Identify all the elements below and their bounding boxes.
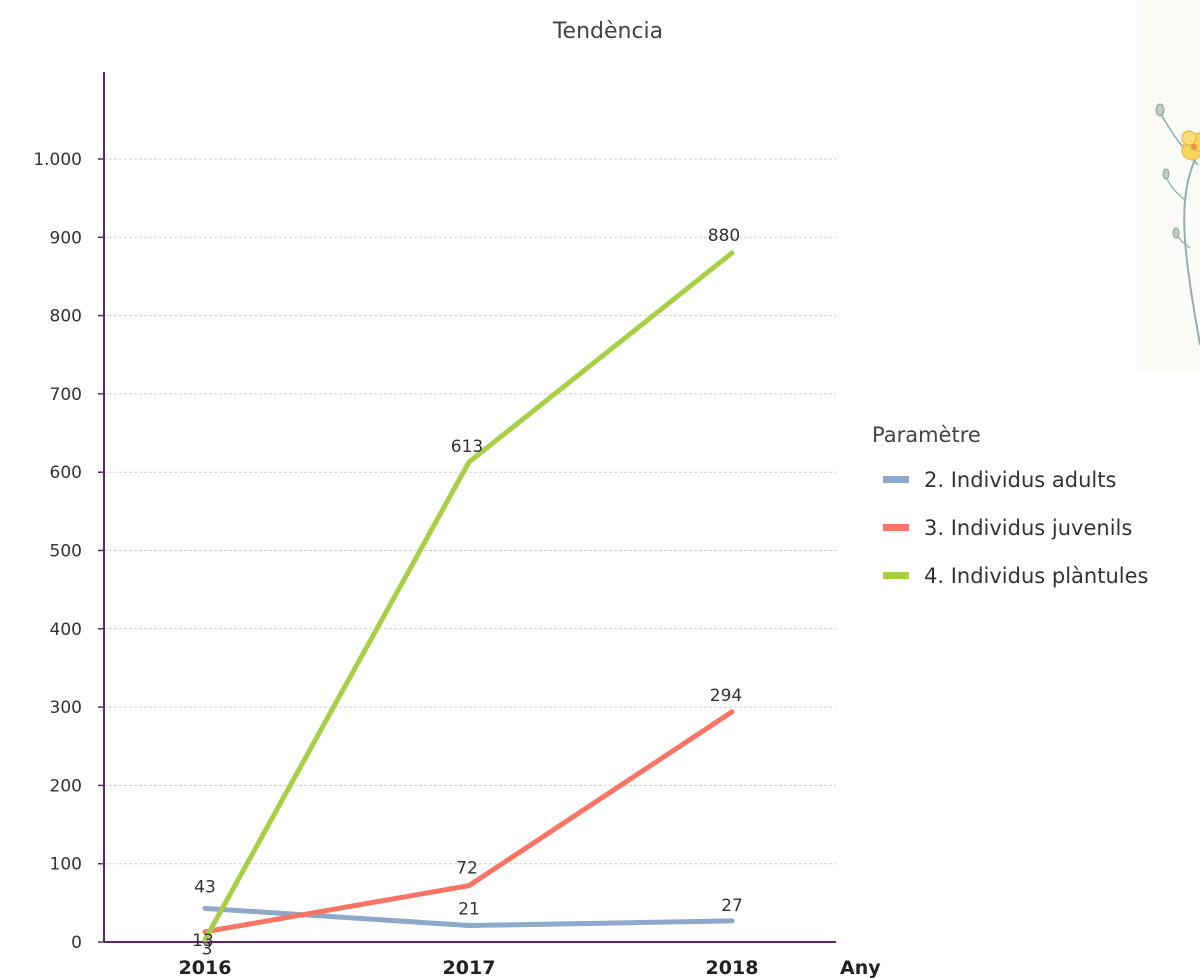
legend: Paramètre 2. Individus adults 3. Individu… bbox=[872, 423, 1148, 588]
legend-item-label: 4. Individus plàntules bbox=[924, 564, 1148, 588]
data-label: 43 bbox=[194, 877, 216, 897]
data-label: 880 bbox=[708, 226, 740, 246]
data-labels: 43 21 27 13 72 294 3 613 880 bbox=[192, 226, 743, 960]
series-line bbox=[202, 709, 735, 935]
y-tick-label: 200 bbox=[50, 776, 82, 796]
grid bbox=[104, 158, 836, 865]
x-axis-ticks: 2016 2017 2018 bbox=[179, 957, 759, 978]
y-tick-label: 700 bbox=[50, 385, 82, 405]
data-label: 72 bbox=[456, 859, 478, 879]
data-label: 3 bbox=[202, 940, 213, 960]
x-tick-label: 2016 bbox=[179, 957, 232, 978]
legend-swatch bbox=[883, 572, 909, 579]
x-tick-label: 2017 bbox=[443, 957, 496, 978]
series-line bbox=[202, 250, 735, 943]
data-label: 21 bbox=[458, 900, 480, 920]
y-tick-label: 0 bbox=[71, 933, 82, 953]
y-tick-label: 600 bbox=[50, 463, 82, 483]
data-label: 27 bbox=[721, 896, 743, 916]
flower-illustration-icon bbox=[1136, 0, 1200, 370]
x-axis-label: Any bbox=[840, 957, 881, 978]
legend-item-label: 3. Individus juvenils bbox=[924, 516, 1132, 540]
chart-title: Tendència bbox=[552, 19, 663, 44]
y-tick-label: 900 bbox=[50, 228, 82, 248]
y-tick-label: 100 bbox=[50, 855, 82, 875]
legend-item-label: 2. Individus adults bbox=[924, 468, 1116, 492]
y-tick-label: 400 bbox=[50, 620, 82, 640]
y-axis-ticks: 0 100 200 300 400 500 600 700 800 900 1.000 bbox=[33, 150, 104, 953]
data-label: 294 bbox=[710, 686, 742, 706]
legend-title: Paramètre bbox=[872, 423, 981, 447]
y-tick-label: 500 bbox=[50, 542, 82, 562]
legend-swatch bbox=[883, 524, 909, 531]
data-label: 13 bbox=[192, 931, 214, 951]
y-tick-label: 1.000 bbox=[33, 150, 82, 170]
x-tick-label: 2018 bbox=[706, 957, 759, 978]
y-tick-label: 800 bbox=[50, 307, 82, 327]
series-lines bbox=[202, 250, 735, 943]
y-tick-label: 300 bbox=[50, 698, 82, 718]
data-label: 613 bbox=[451, 437, 483, 457]
legend-swatch bbox=[883, 476, 909, 483]
